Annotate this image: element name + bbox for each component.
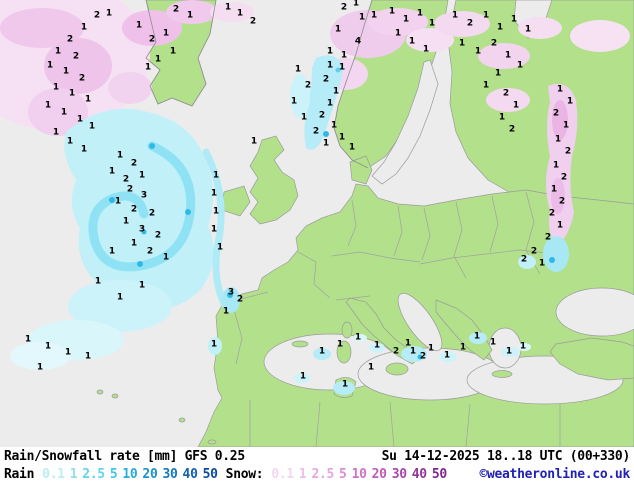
legend-title: Rain/Snowfall rate [mm] GFS 0.25 xyxy=(4,449,245,464)
land-greece xyxy=(435,299,493,361)
scale-value: 1 xyxy=(298,467,307,482)
scale-value: 0.1 xyxy=(271,467,294,482)
country-borders xyxy=(229,191,561,447)
land-azores-2 xyxy=(111,393,119,399)
scale-value: 5 xyxy=(339,467,347,482)
land-madeira xyxy=(178,417,186,423)
norway-coast-rain xyxy=(304,55,344,150)
baltic-sea xyxy=(371,59,439,185)
scale-value: 5 xyxy=(109,467,118,482)
storm-outer-arc xyxy=(202,148,228,308)
land-crete xyxy=(491,370,513,378)
land-italy xyxy=(345,297,421,365)
scale-value: 20 xyxy=(142,467,158,482)
legend-bar: Rain/Snowfall rate [mm] GFS 0.25 Su 14-1… xyxy=(0,447,634,490)
land-balearics xyxy=(291,340,309,348)
snow-label: Snow: xyxy=(225,467,264,482)
rain-scale: 0.1 1 2.5 5 10 20 30 40 50 xyxy=(42,467,218,482)
coastline-overlay xyxy=(145,0,373,169)
rain-areas xyxy=(10,55,569,395)
scale-value: 20 xyxy=(371,467,387,482)
black-sea xyxy=(555,287,634,337)
scale-value: 30 xyxy=(391,467,407,482)
land-azores-1 xyxy=(96,389,104,395)
land-turkey xyxy=(549,337,634,381)
scale-value: 40 xyxy=(182,467,198,482)
legend-row-1: Rain/Snowfall rate [mm] GFS 0.25 Su 14-1… xyxy=(4,449,630,464)
scale-value: 30 xyxy=(162,467,178,482)
adriatic-sea xyxy=(397,292,443,352)
snow-areas xyxy=(0,0,630,246)
scale-value: 10 xyxy=(122,467,138,482)
legend-row-2: Rain 0.1 1 2.5 5 10 20 30 40 50 Snow: 0.1 1 2.5 5 10… xyxy=(4,467,630,482)
scale-value: 50 xyxy=(431,467,447,482)
land-britain xyxy=(249,135,299,225)
snow-scale: 0.1 1 2.5 5 10 20 30 40 50 xyxy=(271,467,447,482)
land-corsica xyxy=(341,321,353,339)
scale-value: 2.5 xyxy=(311,467,335,482)
rain-label: Rain xyxy=(4,467,35,482)
scale-value: 40 xyxy=(411,467,427,482)
map-svg xyxy=(0,0,634,447)
scale-value: 50 xyxy=(202,467,218,482)
scale-value: 2.5 xyxy=(82,467,105,482)
copyright: ©weatheronline.co.uk xyxy=(479,467,630,482)
land-denmark xyxy=(349,155,373,185)
land-canaries xyxy=(207,439,217,445)
land-sicily xyxy=(385,362,409,376)
legend-datetime: Su 14-12-2025 18..18 UTC (00+330) xyxy=(381,449,631,464)
scale-value: 1 xyxy=(69,467,78,482)
scale-value: 10 xyxy=(351,467,367,482)
scale-value: 0.1 xyxy=(42,467,65,482)
land-sardinia xyxy=(336,340,352,364)
